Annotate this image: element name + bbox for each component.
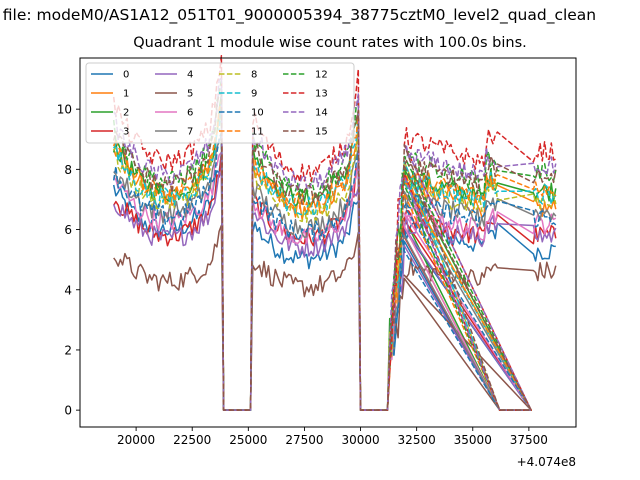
legend-box xyxy=(85,62,355,144)
legend-label-10: 10 xyxy=(251,108,264,119)
y-tick-label: 8 xyxy=(64,163,72,177)
x-tick-label: 37500 xyxy=(510,433,548,447)
legend-label-4: 4 xyxy=(187,70,193,81)
legend-label-11: 11 xyxy=(251,127,264,138)
series-line-13 xyxy=(112,55,557,411)
legend-label-9: 9 xyxy=(251,89,257,100)
legend-label-13: 13 xyxy=(315,89,328,100)
series-line-9 xyxy=(113,100,557,411)
legend-label-14: 14 xyxy=(315,108,328,119)
series-line-14 xyxy=(113,76,557,411)
x-tick-label: 30000 xyxy=(341,433,379,447)
series-layer xyxy=(112,55,557,411)
legend-label-0: 0 xyxy=(123,70,129,81)
x-tick-label: 32500 xyxy=(398,433,436,447)
figure-suptitle: n file: modeM0/AS1A12_051T01_9000005394_… xyxy=(0,6,597,24)
series-line-4 xyxy=(112,171,557,411)
legend-label-6: 6 xyxy=(187,108,193,119)
x-offset-label: +4.074e8 xyxy=(517,455,576,469)
series-line-10 xyxy=(112,131,557,411)
x-tick-label: 25000 xyxy=(229,433,267,447)
legend-label-7: 7 xyxy=(187,127,193,138)
x-tick-label: 35000 xyxy=(454,433,492,447)
y-tick-label: 0 xyxy=(64,404,72,418)
y-tick-label: 6 xyxy=(64,223,72,237)
series-line-15 xyxy=(112,93,557,411)
legend-label-15: 15 xyxy=(315,127,328,138)
x-tick-label: 22500 xyxy=(173,433,211,447)
chart-title: Quadrant 1 module wise count rates with … xyxy=(133,35,527,51)
axes-frame xyxy=(79,57,577,428)
series-line-11 xyxy=(112,99,557,411)
y-tick-label: 10 xyxy=(57,103,72,117)
legend-label-3: 3 xyxy=(123,127,129,138)
y-tick-label: 2 xyxy=(64,343,72,357)
ticks-layer: 20000 22500 25000 27500 30000 32500 35000 37500… xyxy=(57,103,548,447)
legend-label-2: 2 xyxy=(123,108,129,119)
x-tick-label: 20000 xyxy=(117,433,155,447)
legend-label-12: 12 xyxy=(315,70,328,81)
legend-label-1: 1 xyxy=(123,89,129,100)
legend-label-8: 8 xyxy=(251,70,257,81)
x-tick-label: 27500 xyxy=(285,433,323,447)
y-tick-label: 4 xyxy=(64,283,72,297)
legend-label-5: 5 xyxy=(187,89,193,100)
